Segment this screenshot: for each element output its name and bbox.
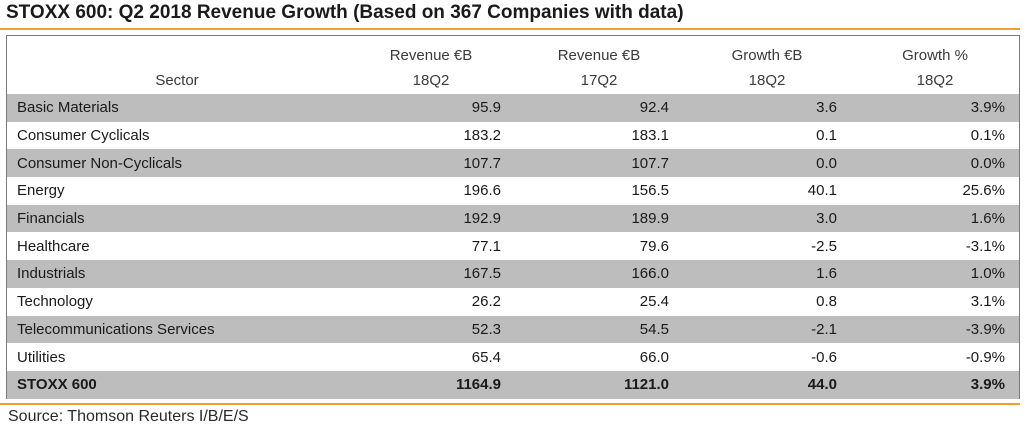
growth-pct-cell: -3.1% bbox=[851, 232, 1019, 261]
growth-eur-cell: 0.8 bbox=[683, 287, 851, 316]
sector-cell: Basic Materials bbox=[7, 94, 347, 122]
header-row-1: Revenue €B Revenue €B Growth €B Growth % bbox=[7, 36, 1019, 67]
total-row: STOXX 600 1164.9 1121.0 44.0 3.9% bbox=[7, 370, 1019, 399]
table-row: Telecommunications Services 52.3 54.5 -2… bbox=[7, 315, 1019, 344]
revenue-17q2-cell: 166.0 bbox=[515, 260, 683, 288]
source-note: Source: Thomson Reuters I/B/E/S bbox=[8, 408, 249, 425]
revenue-18q2-cell: 167.5 bbox=[347, 260, 515, 288]
growth-eur-cell: 0.1 bbox=[683, 121, 851, 150]
growth-eur-cell: 3.0 bbox=[683, 204, 851, 233]
table-row: Industrials 167.5 166.0 1.6 1.0% bbox=[7, 260, 1019, 288]
growth-pct-cell: 3.1% bbox=[851, 287, 1019, 316]
revenue-18q2-cell: 65.4 bbox=[347, 343, 515, 371]
top-divider bbox=[0, 28, 1020, 30]
sector-cell: Consumer Cyclicals bbox=[7, 121, 347, 150]
growth-pct-cell: 0.0% bbox=[851, 149, 1019, 178]
header-cell: 17Q2 bbox=[515, 67, 683, 94]
revenue-18q2-cell: 95.9 bbox=[347, 94, 515, 122]
growth-eur-cell: 40.1 bbox=[683, 177, 851, 205]
sector-cell: Healthcare bbox=[7, 232, 347, 261]
header-cell: Revenue €B bbox=[347, 36, 515, 67]
header-cell: Revenue €B bbox=[515, 36, 683, 67]
table-row: Healthcare 77.1 79.6 -2.5 -3.1% bbox=[7, 232, 1019, 261]
revenue-18q2-cell: 52.3 bbox=[347, 315, 515, 344]
table-row: Consumer Non-Cyclicals 107.7 107.7 0.0 0… bbox=[7, 149, 1019, 178]
header-cell: Growth €B bbox=[683, 36, 851, 67]
total-revenue-17q2-cell: 1121.0 bbox=[515, 370, 683, 399]
revenue-18q2-cell: 192.9 bbox=[347, 204, 515, 233]
table-row: Consumer Cyclicals 183.2 183.1 0.1 0.1% bbox=[7, 121, 1019, 150]
revenue-17q2-cell: 107.7 bbox=[515, 149, 683, 178]
growth-pct-cell: 0.1% bbox=[851, 121, 1019, 150]
revenue-18q2-cell: 77.1 bbox=[347, 232, 515, 261]
sector-cell: Consumer Non-Cyclicals bbox=[7, 149, 347, 178]
sector-cell: Technology bbox=[7, 287, 347, 316]
growth-eur-cell: 1.6 bbox=[683, 260, 851, 288]
sector-cell: Industrials bbox=[7, 260, 347, 288]
growth-eur-cell: -2.5 bbox=[683, 232, 851, 261]
revenue-17q2-cell: 92.4 bbox=[515, 94, 683, 122]
growth-pct-cell: -3.9% bbox=[851, 315, 1019, 344]
sector-cell: Telecommunications Services bbox=[7, 315, 347, 344]
header-cell: Growth % bbox=[851, 36, 1019, 67]
header-cell: Sector bbox=[7, 67, 347, 94]
table-body: Basic Materials 95.9 92.4 3.6 3.9% Consu… bbox=[7, 94, 1019, 399]
table-row: Energy 196.6 156.5 40.1 25.6% bbox=[7, 177, 1019, 205]
total-growth-pct-cell: 3.9% bbox=[851, 370, 1019, 399]
revenue-table: Revenue €B Revenue €B Growth €B Growth %… bbox=[7, 36, 1019, 399]
table-row: Utilities 65.4 66.0 -0.6 -0.9% bbox=[7, 343, 1019, 371]
table-row: Financials 192.9 189.9 3.0 1.6% bbox=[7, 204, 1019, 233]
revenue-18q2-cell: 26.2 bbox=[347, 287, 515, 316]
revenue-17q2-cell: 189.9 bbox=[515, 204, 683, 233]
revenue-17q2-cell: 183.1 bbox=[515, 121, 683, 150]
bottom-divider bbox=[0, 403, 1020, 405]
growth-eur-cell: 0.0 bbox=[683, 149, 851, 178]
sector-cell: Utilities bbox=[7, 343, 347, 371]
growth-pct-cell: -0.9% bbox=[851, 343, 1019, 371]
total-revenue-18q2-cell: 1164.9 bbox=[347, 370, 515, 399]
header-cell: 18Q2 bbox=[347, 67, 515, 94]
growth-eur-cell: -2.1 bbox=[683, 315, 851, 344]
header-cell: 18Q2 bbox=[683, 67, 851, 94]
header-cell bbox=[7, 36, 347, 67]
growth-eur-cell: 3.6 bbox=[683, 94, 851, 122]
revenue-17q2-cell: 156.5 bbox=[515, 177, 683, 205]
sector-cell: Financials bbox=[7, 204, 347, 233]
revenue-17q2-cell: 79.6 bbox=[515, 232, 683, 261]
revenue-18q2-cell: 107.7 bbox=[347, 149, 515, 178]
header-cell: 18Q2 bbox=[851, 67, 1019, 94]
header-row-2: Sector 18Q2 17Q2 18Q2 18Q2 bbox=[7, 67, 1019, 94]
revenue-17q2-cell: 66.0 bbox=[515, 343, 683, 371]
revenue-17q2-cell: 25.4 bbox=[515, 287, 683, 316]
total-sector-cell: STOXX 600 bbox=[7, 370, 347, 399]
table-row: Basic Materials 95.9 92.4 3.6 3.9% bbox=[7, 94, 1019, 122]
revenue-17q2-cell: 54.5 bbox=[515, 315, 683, 344]
total-growth-eur-cell: 44.0 bbox=[683, 370, 851, 399]
growth-pct-cell: 25.6% bbox=[851, 177, 1019, 205]
table-header: Revenue €B Revenue €B Growth €B Growth %… bbox=[7, 36, 1019, 94]
growth-pct-cell: 1.6% bbox=[851, 204, 1019, 233]
revenue-table-container: Revenue €B Revenue €B Growth €B Growth %… bbox=[6, 35, 1020, 399]
revenue-18q2-cell: 183.2 bbox=[347, 121, 515, 150]
table-row: Technology 26.2 25.4 0.8 3.1% bbox=[7, 287, 1019, 316]
growth-pct-cell: 3.9% bbox=[851, 94, 1019, 122]
revenue-18q2-cell: 196.6 bbox=[347, 177, 515, 205]
sector-cell: Energy bbox=[7, 177, 347, 205]
growth-eur-cell: -0.6 bbox=[683, 343, 851, 371]
page-title: STOXX 600: Q2 2018 Revenue Growth (Based… bbox=[6, 2, 684, 23]
growth-pct-cell: 1.0% bbox=[851, 260, 1019, 288]
